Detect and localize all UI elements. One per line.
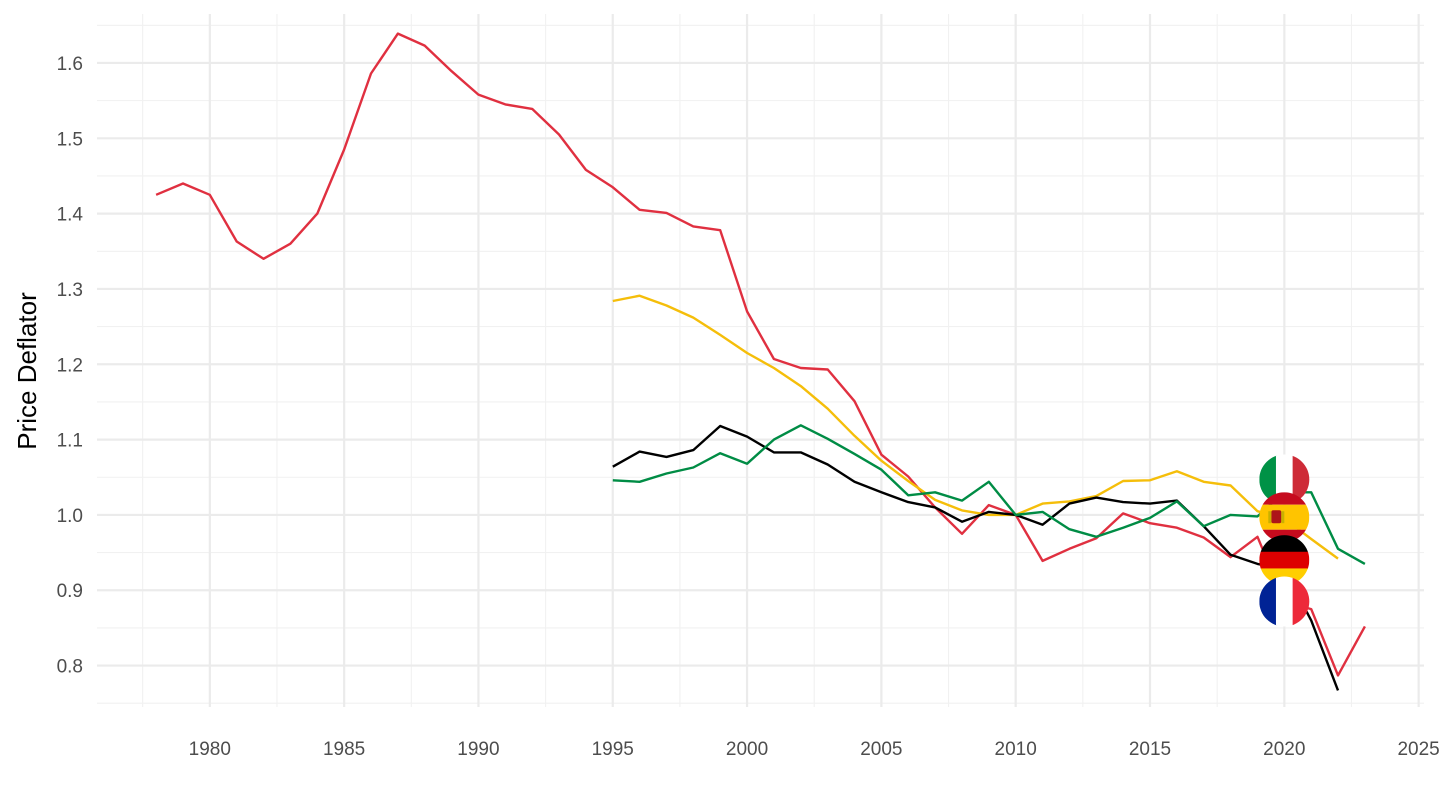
y-tick-label: 1.6	[57, 54, 83, 75]
y-tick-label: 1.4	[57, 205, 84, 226]
france-flag	[1259, 576, 1310, 627]
y-tick-label: 1.2	[57, 355, 83, 376]
x-tick-label: 1985	[323, 739, 365, 760]
x-tick-label: 1990	[457, 739, 499, 760]
x-tick-label: 2025	[1397, 739, 1439, 760]
x-tick-label: 2000	[726, 739, 768, 760]
x-tick-label: 1995	[592, 739, 634, 760]
flag-markers	[1259, 454, 1310, 627]
y-tick-label: 1.1	[57, 431, 83, 452]
series-line-italy	[612, 424, 1366, 565]
y-axis: 0.8 0.9 1.0 1.1 1.2 1.3 1.4 1.5 1.6	[57, 54, 84, 678]
x-tick-label: 2010	[995, 739, 1037, 760]
minor-gridlines	[97, 14, 1424, 707]
x-axis: 1980 1985 1990 1995 2000 2005 2010 2015 2020 2025	[189, 739, 1440, 760]
spain-flag	[1259, 492, 1310, 543]
y-tick-label: 0.8	[57, 657, 83, 678]
x-tick-label: 1980	[189, 739, 231, 760]
series-line-spain	[612, 294, 1339, 560]
y-tick-label: 1.5	[57, 129, 83, 150]
series-line-germany	[612, 424, 1340, 691]
y-tick-label: 1.3	[57, 280, 83, 301]
x-tick-label: 2020	[1263, 739, 1305, 760]
y-tick-label: 0.9	[57, 581, 83, 602]
y-axis-title: Price Deflator	[12, 292, 42, 450]
x-tick-label: 2015	[1129, 739, 1171, 760]
series-line-france	[155, 32, 1366, 677]
italy-flag	[1259, 454, 1310, 505]
x-tick-label: 2005	[860, 739, 902, 760]
y-tick-label: 1.0	[57, 506, 83, 527]
series-layer	[155, 32, 1366, 691]
